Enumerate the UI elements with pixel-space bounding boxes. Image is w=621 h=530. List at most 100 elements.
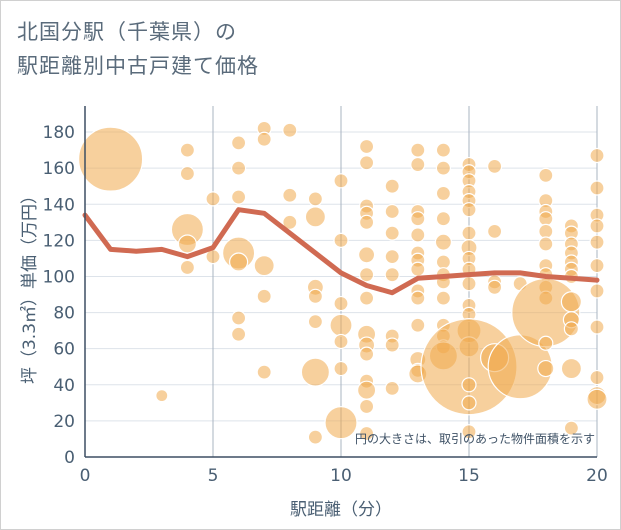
data-bubble — [253, 255, 275, 277]
data-bubble — [358, 246, 376, 264]
chart-title: 北国分駅（千葉県）の 駅距離別中古戸建て価格 — [17, 15, 259, 83]
data-bubble — [307, 429, 323, 445]
y-tick-label: 40 — [53, 376, 75, 396]
y-tick-label: 120 — [43, 231, 75, 251]
data-bubble — [560, 357, 583, 380]
data-bubble — [333, 232, 349, 248]
data-bubble — [537, 359, 555, 378]
data-bubble — [300, 357, 330, 387]
data-bubble — [333, 295, 349, 312]
data-bubble — [435, 254, 451, 270]
data-bubble — [384, 267, 400, 283]
data-bubble — [589, 218, 605, 234]
data-bubble — [538, 211, 554, 227]
data-bubble — [461, 377, 477, 393]
data-bubble — [586, 388, 608, 410]
data-bubble — [435, 290, 451, 306]
data-bubble — [538, 223, 554, 239]
data-bubble — [384, 203, 400, 220]
data-bubble — [589, 369, 605, 386]
data-bubble — [589, 234, 605, 250]
data-bubble — [410, 261, 426, 277]
bubble-size-note: 円の大きさは、取引のあった物件面積を示す — [355, 431, 595, 446]
data-bubble — [359, 425, 375, 442]
x-tick-label: 15 — [458, 466, 480, 486]
trend-line-layer — [82, 207, 600, 296]
data-bubble — [359, 267, 375, 283]
data-bubble — [231, 189, 247, 205]
data-bubble — [359, 155, 375, 171]
data-bubble — [304, 206, 326, 228]
y-tick-label: 100 — [43, 267, 75, 287]
data-bubble — [384, 178, 400, 194]
data-bubble — [231, 135, 247, 151]
data-bubble — [333, 360, 349, 377]
data-bubble — [410, 227, 426, 243]
x-tick-label: 20 — [586, 466, 608, 486]
data-bubble — [77, 126, 144, 192]
data-bubble — [231, 160, 247, 176]
data-bubble — [461, 395, 477, 411]
y-tick-label: 0 — [64, 448, 75, 468]
data-bubble — [410, 211, 426, 227]
data-bubble — [384, 380, 400, 396]
data-bubble — [307, 191, 323, 207]
data-bubble — [410, 156, 426, 173]
x-tick-label: 10 — [330, 466, 352, 486]
data-bubble — [435, 185, 451, 202]
data-bubble — [384, 337, 400, 353]
chart-title-line1: 北国分駅（千葉県）の — [17, 20, 237, 44]
y-axis-title: 坪（3.3㎡）単価（万円） — [20, 187, 40, 384]
data-bubble — [434, 233, 452, 251]
data-bubble — [461, 276, 477, 292]
data-bubble — [359, 214, 375, 230]
data-bubble — [435, 160, 451, 176]
data-bubble — [435, 142, 451, 158]
x-axis-title: 駅距離（分） — [290, 500, 392, 520]
data-bubble — [307, 288, 323, 304]
data-bubble — [324, 406, 358, 440]
data-bubble — [589, 319, 605, 335]
data-bubble — [589, 283, 605, 299]
data-bubble — [435, 211, 451, 227]
data-bubble — [538, 335, 554, 351]
data-bubble — [231, 310, 247, 326]
data-bubble — [487, 223, 503, 239]
data-bubble — [329, 313, 353, 337]
data-bubble — [359, 138, 375, 155]
data-bubble — [589, 180, 605, 196]
y-tick-label: 60 — [53, 340, 75, 360]
data-bubble — [256, 364, 272, 380]
chart-title-line2: 駅距離別中古戸建て価格 — [17, 54, 259, 78]
data-bubble — [538, 236, 554, 252]
data-bubble — [333, 173, 349, 189]
data-bubble — [589, 258, 605, 274]
data-bubble — [461, 225, 477, 241]
data-bubble — [179, 165, 195, 182]
data-bubble — [282, 122, 298, 138]
data-bubble — [410, 142, 426, 158]
data-bubble — [384, 225, 400, 241]
data-bubble — [410, 290, 426, 306]
data-bubble — [282, 187, 298, 203]
y-tick-label: 140 — [43, 195, 75, 215]
data-bubble — [359, 346, 375, 362]
x-tick-label: 5 — [208, 466, 219, 486]
data-bubble — [205, 191, 221, 207]
y-tick-label: 160 — [43, 159, 75, 179]
data-bubble — [461, 424, 477, 440]
data-bubble — [179, 259, 195, 276]
data-bubble — [589, 147, 605, 164]
data-bubble — [563, 420, 580, 436]
y-tick-label: 180 — [43, 123, 75, 143]
data-bubble — [461, 202, 477, 218]
data-bubble — [487, 158, 503, 174]
data-bubble — [560, 291, 583, 313]
y-tick-label: 20 — [53, 412, 75, 432]
axes: 0 5 10 15 20 0 20 40 60 80 100 120 140 160 180 — [43, 106, 608, 486]
data-bubble — [538, 167, 554, 183]
data-bubble — [177, 234, 197, 254]
data-bubble — [231, 326, 247, 342]
